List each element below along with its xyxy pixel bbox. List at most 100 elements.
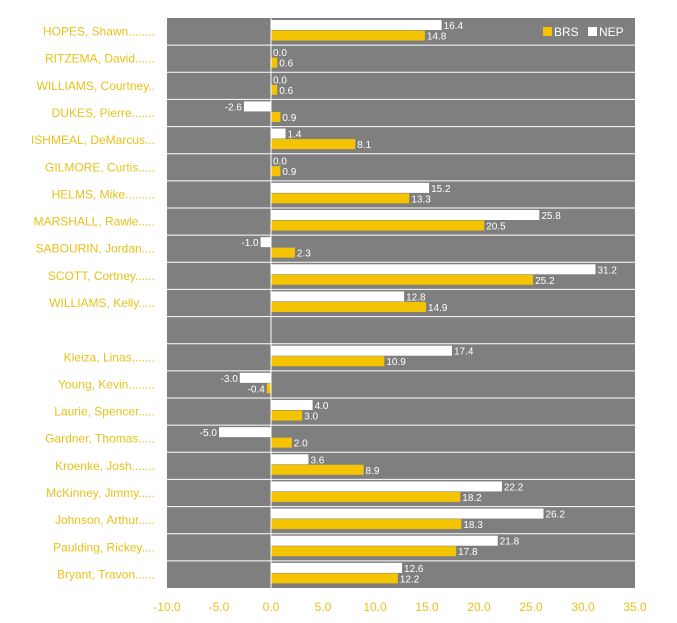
bar-nep <box>271 508 544 519</box>
data-label-nep: 4.0 <box>315 401 329 412</box>
data-label-nep: 12.6 <box>404 564 424 575</box>
bar-brs <box>271 30 425 41</box>
data-label-brs: 18.3 <box>463 520 483 531</box>
bar-brs <box>271 491 461 502</box>
legend-swatch-brs <box>543 27 552 36</box>
bar-nep <box>271 264 596 275</box>
x-tick-label: 30.0 <box>571 600 595 614</box>
bar-brs <box>271 84 278 95</box>
category-label: Young, Kevin........ <box>58 377 155 391</box>
data-label-brs: 12.2 <box>400 574 420 585</box>
x-tick-label: -5.0 <box>209 600 230 614</box>
bar-nep <box>271 481 502 492</box>
bar-brs <box>271 247 295 258</box>
data-label-brs: 25.2 <box>535 276 555 287</box>
data-label-brs: 10.9 <box>386 357 406 368</box>
data-label-brs: 2.0 <box>294 439 308 450</box>
data-label-brs: 8.1 <box>357 140 371 151</box>
data-label-nep: -1.0 <box>241 238 259 249</box>
bar-brs <box>271 356 385 367</box>
bar-brs <box>271 301 426 312</box>
bar-brs <box>266 383 271 394</box>
data-labels-group: 16.414.80.00.60.00.6-2.60.91.48.10.00.91… <box>200 21 618 585</box>
data-label-nep: -3.0 <box>221 374 239 385</box>
category-label: Gardner, Thomas..... <box>45 432 155 446</box>
data-label-nep: 3.6 <box>310 455 324 466</box>
data-label-brs: 18.2 <box>462 493 482 504</box>
bar-brs <box>271 410 303 421</box>
category-label: ISHMEAL, DeMarcus... <box>31 133 155 147</box>
data-label-nep: 25.8 <box>541 211 561 222</box>
category-label: Bryant, Travon...... <box>57 567 155 581</box>
data-label-brs: 17.8 <box>458 547 478 558</box>
bar-nep <box>271 400 313 410</box>
bar-nep <box>271 20 442 30</box>
category-label: DUKES, Pierre....... <box>52 106 155 120</box>
data-label-brs: 0.6 <box>279 86 293 97</box>
data-label-brs: -0.4 <box>248 384 266 395</box>
row-separators <box>167 44 635 562</box>
bar-brs <box>271 139 356 150</box>
data-label-brs: 8.9 <box>366 466 380 477</box>
category-labels-group: HOPES, Shawn........ RITZEMA, David......… <box>31 25 155 582</box>
category-label: WILLIAMS, Kelly..... <box>49 296 155 310</box>
bar-nep <box>271 345 452 356</box>
bar-brs <box>271 274 534 285</box>
data-label-nep: 21.8 <box>500 537 520 548</box>
category-label: Kleiza, Linas....... <box>64 350 155 364</box>
category-label: Kroenke, Josh....... <box>55 459 155 473</box>
data-label-nep: 1.4 <box>288 130 302 141</box>
legend-label-nep: NEP <box>599 25 624 39</box>
x-tick-label: 35.0 <box>623 600 647 614</box>
bar-nep <box>219 427 271 438</box>
bar-brs <box>271 111 281 122</box>
data-label-brs: 0.6 <box>279 59 293 70</box>
data-label-brs: 20.5 <box>486 222 506 233</box>
data-label-nep: 17.4 <box>454 347 474 358</box>
data-label-nep: -2.6 <box>225 102 243 113</box>
data-label-nep: 0.0 <box>273 157 287 168</box>
data-label-nep: 22.2 <box>504 482 524 493</box>
category-label: HELMS, Mike......... <box>52 187 155 201</box>
bar-nep <box>271 454 309 465</box>
data-label-nep: 26.2 <box>545 510 565 521</box>
bar-brs <box>271 220 485 231</box>
x-tick-labels-group: -10.0 -5.0 0.0 5.0 10.0 15.0 20.0 25.0 30.0 35.0 <box>153 600 647 614</box>
category-label: McKinney, Jimmy..... <box>46 486 155 500</box>
bar-nep <box>271 562 403 573</box>
bar-brs <box>271 546 457 557</box>
x-tick-label: 0.0 <box>263 600 280 614</box>
category-label: RITZEMA, David...... <box>45 52 155 66</box>
data-label-brs: 14.8 <box>427 32 447 43</box>
data-label-nep: 15.2 <box>431 184 451 195</box>
legend-label-brs: BRS <box>554 25 579 39</box>
category-label: Johnson, Arthur..... <box>55 513 155 527</box>
bar-nep <box>271 128 286 139</box>
bar-brs <box>271 464 364 475</box>
category-label: MARSHALL, Rawle..... <box>34 215 155 229</box>
legend-swatch-nep <box>588 27 597 36</box>
bar-brs <box>271 57 278 68</box>
bar-brs <box>271 573 398 584</box>
bar-nep <box>271 182 430 193</box>
data-label-brs: 2.3 <box>297 249 311 260</box>
bar-nep <box>239 372 271 383</box>
bar-nep <box>243 101 271 112</box>
data-label-brs: 3.0 <box>304 412 318 423</box>
x-tick-label: 5.0 <box>315 600 332 614</box>
bar-nep <box>271 535 498 546</box>
data-label-brs: 0.9 <box>282 113 296 124</box>
data-label-nep: -5.0 <box>200 428 218 439</box>
category-label: HOPES, Shawn........ <box>43 25 155 39</box>
bar-nep <box>260 237 271 248</box>
x-tick-label: 20.0 <box>467 600 491 614</box>
bars-group <box>219 20 596 584</box>
x-tick-label: 15.0 <box>415 600 439 614</box>
bar-brs <box>271 166 281 177</box>
data-label-nep: 0.0 <box>273 75 287 86</box>
data-label-nep: 12.8 <box>406 292 426 303</box>
data-label-nep: 0.0 <box>273 48 287 59</box>
bar-brs <box>271 437 292 448</box>
data-label-brs: 0.9 <box>282 167 296 178</box>
